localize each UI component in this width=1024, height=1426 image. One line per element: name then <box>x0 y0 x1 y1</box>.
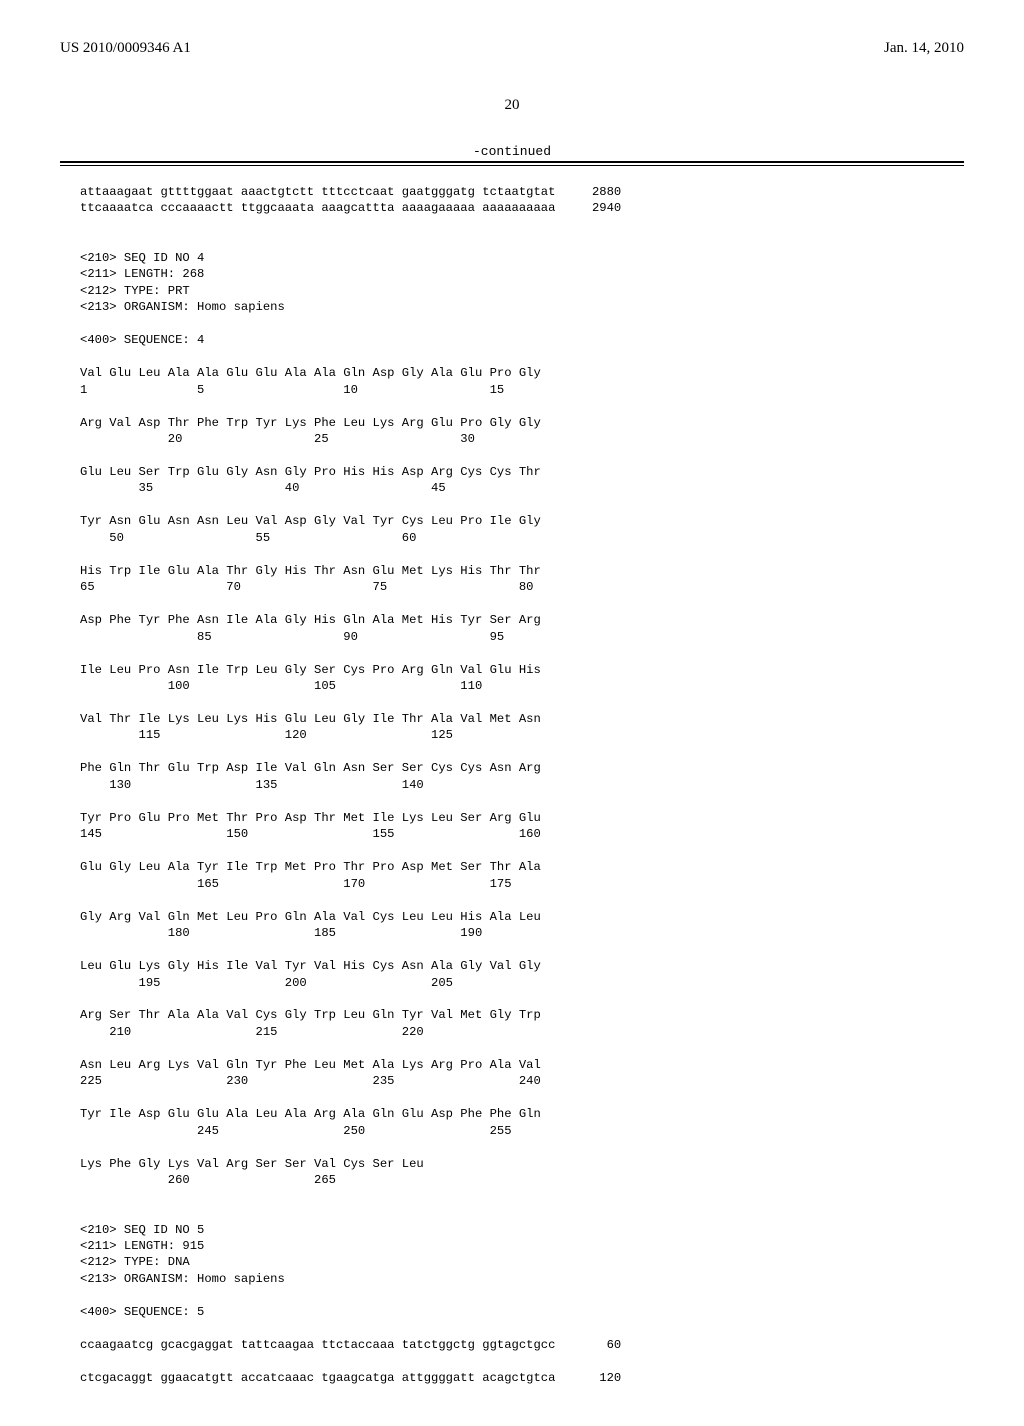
publication-date: Jan. 14, 2010 <box>884 40 964 57</box>
divider-thick <box>60 161 964 163</box>
sequence-listing: attaaagaat gttttggaat aaactgtctt tttcctc… <box>80 184 964 1386</box>
page-number: 20 <box>60 97 964 114</box>
continued-label: -continued <box>60 144 964 159</box>
divider-thin <box>60 165 964 166</box>
publication-number: US 2010/0009346 A1 <box>60 40 191 57</box>
page-header: US 2010/0009346 A1 Jan. 14, 2010 <box>60 40 964 57</box>
